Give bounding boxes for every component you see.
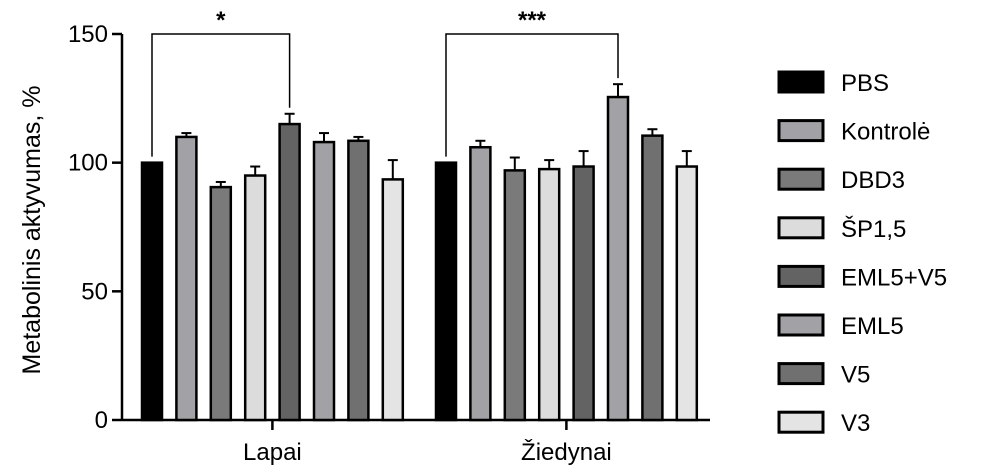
y-axis-label: Metabolinis aktyvumas, % (18, 85, 46, 374)
bar-kontrol--lapai (175, 135, 198, 422)
bar-eml5-v5-lapai (278, 122, 301, 422)
bar-dbd3-žiedynai (503, 169, 527, 422)
legend-swatch (777, 313, 825, 337)
significance-label: *** (518, 7, 547, 34)
legend-label: DBD3 (841, 167, 905, 194)
y-tick-label: 0 (95, 407, 108, 434)
legend-label: EML5+V5 (841, 264, 947, 291)
legend-label: PBS (841, 70, 889, 97)
bar-v5-žiedynai (641, 134, 664, 422)
bar-pbs-lapai (140, 161, 164, 422)
significance-bracket (445, 33, 619, 157)
bar--p1-5-lapai (243, 174, 267, 422)
legend-swatch (777, 410, 825, 434)
legend-label: ŠP1,5 (841, 215, 906, 243)
legend-swatch (777, 264, 825, 288)
significance-bracket (151, 33, 291, 157)
bar-kontrol--žiedynai (469, 145, 492, 422)
legend-swatch (777, 119, 825, 143)
significance-label: * (216, 7, 226, 34)
bar-pbs-žiedynai (434, 161, 458, 422)
legend-label: V3 (841, 410, 870, 437)
legend-swatch (777, 167, 825, 191)
category-label: Lapai (243, 439, 302, 466)
bar-v3-lapai (381, 178, 405, 422)
legend-swatch (777, 216, 825, 240)
y-tick-label: 100 (68, 150, 108, 177)
bar--p1-5-žiedynai (537, 167, 561, 422)
category-label: Žiedynai (521, 439, 612, 466)
bar-eml5-lapai (312, 140, 336, 422)
legend-label: V5 (841, 362, 870, 389)
bar-v5-lapai (347, 139, 370, 422)
bar-eml5-žiedynai (606, 95, 630, 422)
legend-label: Kontrolė (841, 119, 930, 146)
bar-dbd3-lapai (209, 185, 233, 422)
y-tick-label: 150 (68, 21, 108, 48)
y-tick-label: 50 (81, 278, 108, 305)
legend-label: EML5 (841, 313, 904, 340)
legend-swatch (777, 362, 825, 386)
bar-v3-žiedynai (675, 165, 699, 422)
bar-eml5-v5-žiedynai (572, 165, 595, 422)
legend-swatch (777, 70, 825, 94)
